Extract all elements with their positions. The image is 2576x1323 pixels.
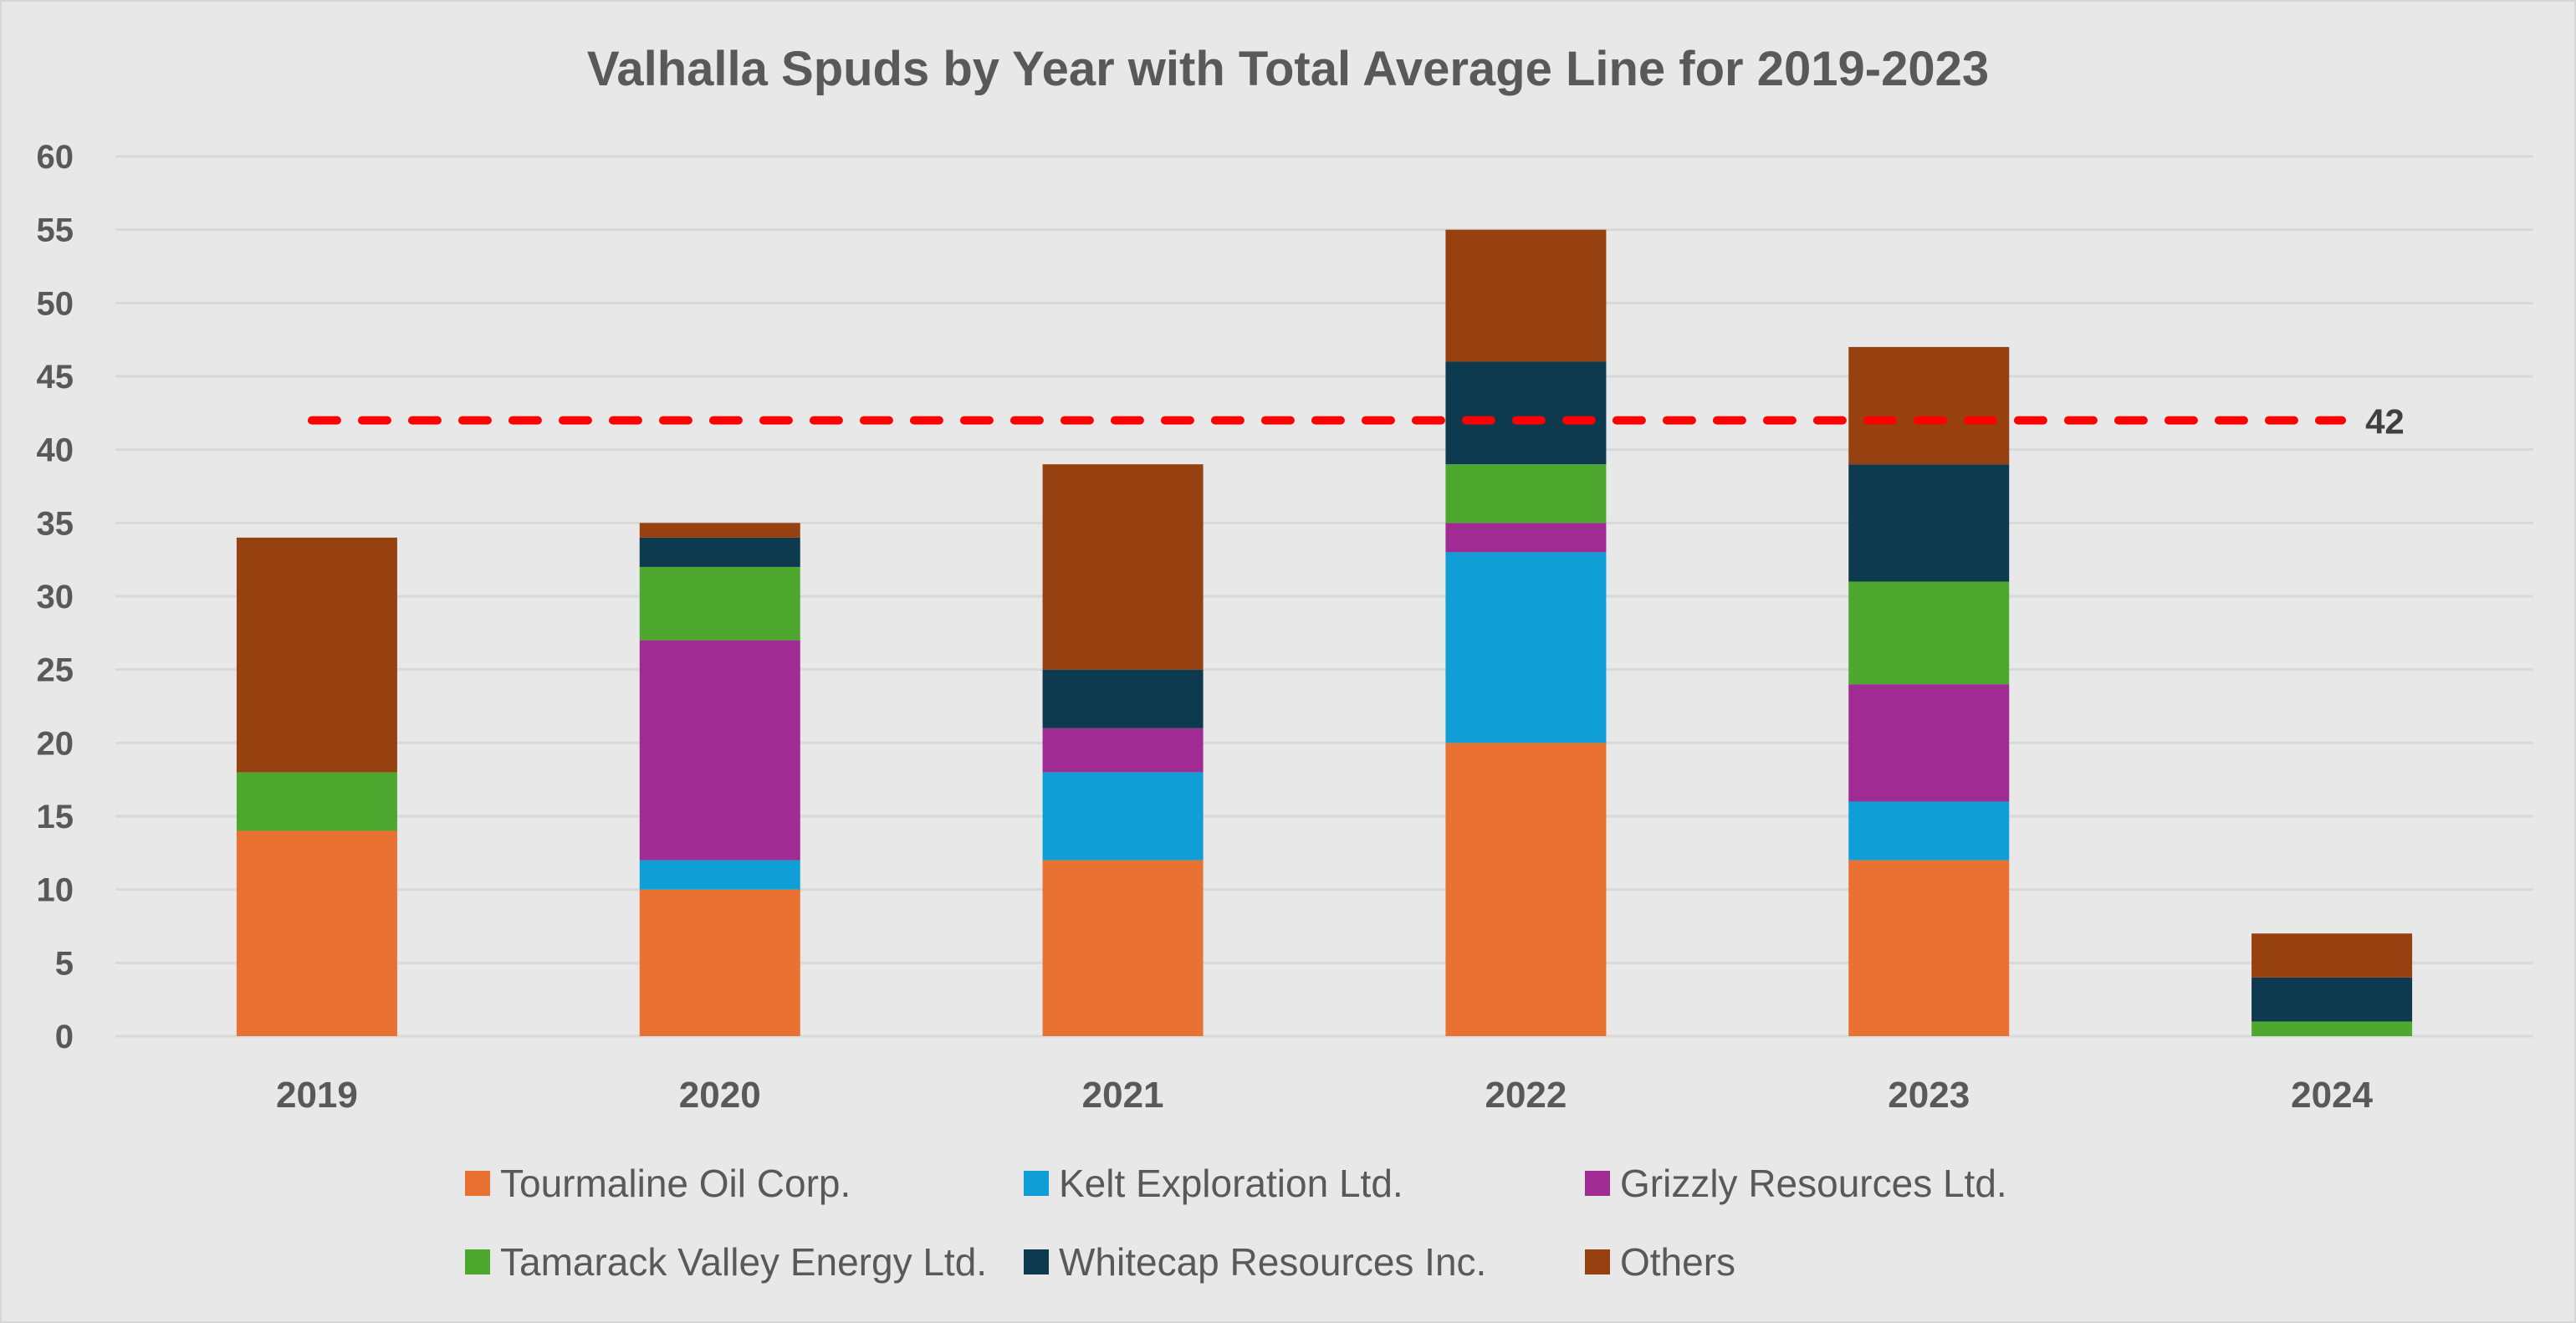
legend-label: Kelt Exploration Ltd. xyxy=(1059,1162,1403,1205)
legend-item: Tourmaline Oil Corp. xyxy=(465,1162,851,1205)
bar-segment-others xyxy=(639,523,800,538)
bar-segment-tamarack-valley-energy-ltd xyxy=(1848,581,2010,685)
y-tick-label: 10 xyxy=(37,872,74,909)
chart-title: Valhalla Spuds by Year with Total Averag… xyxy=(587,42,1989,96)
y-tick-label: 50 xyxy=(37,285,74,322)
bar-stack-2021 xyxy=(1042,464,1204,1036)
bar-stack-2019 xyxy=(236,537,397,1036)
average-line-label: 42 xyxy=(2365,402,2405,442)
bar-segment-whitecap-resources-inc xyxy=(2251,977,2413,1022)
bar-segment-tamarack-valley-energy-ltd xyxy=(639,566,800,641)
bar-segment-others xyxy=(236,537,397,773)
legend-label: Others xyxy=(1620,1240,1735,1284)
y-tick-label: 5 xyxy=(55,945,74,982)
bar-segment-tourmaline-oil-corp xyxy=(1848,860,2010,1036)
x-tick-label: 2024 xyxy=(2291,1075,2373,1116)
y-tick-label: 30 xyxy=(37,579,74,616)
bar-stack-2020 xyxy=(639,523,800,1036)
legend-label: Tamarack Valley Energy Ltd. xyxy=(500,1240,987,1284)
gridlines xyxy=(115,155,2533,1038)
bar-segment-others xyxy=(2251,933,2413,978)
x-tick-label: 2020 xyxy=(679,1075,761,1116)
legend-swatch xyxy=(465,1171,490,1196)
y-tick-label: 25 xyxy=(37,652,74,689)
x-tick-label: 2022 xyxy=(1485,1075,1567,1116)
y-tick-label: 15 xyxy=(37,799,74,835)
bar-segment-tamarack-valley-energy-ltd xyxy=(2251,1021,2413,1036)
bar-segment-grizzly-resources-ltd xyxy=(1848,684,2010,802)
x-tick-label: 2023 xyxy=(1888,1075,1970,1116)
legend-swatch xyxy=(1024,1171,1049,1196)
y-tick-label: 60 xyxy=(37,139,74,176)
bar-segment-whitecap-resources-inc xyxy=(639,537,800,567)
bar-segment-kelt-exploration-ltd xyxy=(1042,772,1204,861)
bar-segment-tourmaline-oil-corp xyxy=(639,889,800,1036)
legend-label: Grizzly Resources Ltd. xyxy=(1620,1162,2007,1205)
bar-segment-others xyxy=(1445,229,1607,362)
bar-segment-others xyxy=(1042,464,1204,670)
bar-segment-tamarack-valley-energy-ltd xyxy=(1445,464,1607,524)
legend-item: Tamarack Valley Energy Ltd. xyxy=(465,1240,987,1284)
bar-segment-tamarack-valley-energy-ltd xyxy=(236,772,397,831)
bar-stack-2022 xyxy=(1445,229,1607,1036)
legend-swatch xyxy=(1585,1171,1610,1196)
bar-stack-2023 xyxy=(1848,346,2010,1036)
y-tick-label: 40 xyxy=(37,432,74,469)
y-tick-label: 35 xyxy=(37,505,74,542)
bar-stack-2024 xyxy=(2251,933,2413,1036)
bar-segment-kelt-exploration-ltd xyxy=(639,860,800,890)
y-tick-label: 0 xyxy=(55,1019,74,1055)
y-tick-label: 20 xyxy=(37,725,74,762)
bar-segment-others xyxy=(1848,346,2010,465)
bar-segment-whitecap-resources-inc xyxy=(1445,361,1607,465)
x-axis-ticks: 2019 2020 2021 2022 2023 2024 xyxy=(276,1075,2374,1116)
legend-item: Grizzly Resources Ltd. xyxy=(1585,1162,2007,1205)
legend-label: Whitecap Resources Inc. xyxy=(1059,1240,1486,1284)
bar-segment-grizzly-resources-ltd xyxy=(639,640,800,861)
legend-item: Whitecap Resources Inc. xyxy=(1024,1240,1486,1284)
bar-segment-grizzly-resources-ltd xyxy=(1042,728,1204,773)
y-tick-label: 45 xyxy=(37,359,74,396)
y-tick-label: 55 xyxy=(37,212,74,249)
legend-item: Others xyxy=(1585,1240,1735,1284)
average-line-group: 42 xyxy=(307,402,2405,442)
bar-segment-tourmaline-oil-corp xyxy=(1445,743,1607,1036)
legend-swatch xyxy=(465,1249,490,1274)
bar-segment-kelt-exploration-ltd xyxy=(1445,552,1607,743)
legend: Tourmaline Oil Corp. Kelt Exploration Ltd… xyxy=(465,1162,2007,1284)
bar-segment-tourmaline-oil-corp xyxy=(236,830,397,1036)
bar-segment-kelt-exploration-ltd xyxy=(1848,801,2010,861)
legend-swatch xyxy=(1585,1249,1610,1274)
bars xyxy=(236,229,2413,1036)
x-tick-label: 2019 xyxy=(276,1075,358,1116)
legend-item: Kelt Exploration Ltd. xyxy=(1024,1162,1403,1205)
y-axis-ticks: 0 5 10 15 20 25 30 35 40 45 50 55 60 xyxy=(37,139,74,1055)
legend-label: Tourmaline Oil Corp. xyxy=(500,1162,851,1205)
bar-segment-tourmaline-oil-corp xyxy=(1042,860,1204,1036)
x-tick-label: 2021 xyxy=(1082,1075,1164,1116)
bar-segment-grizzly-resources-ltd xyxy=(1445,523,1607,553)
bar-segment-whitecap-resources-inc xyxy=(1848,464,2010,582)
bar-segment-whitecap-resources-inc xyxy=(1042,669,1204,728)
legend-swatch xyxy=(1024,1249,1049,1274)
